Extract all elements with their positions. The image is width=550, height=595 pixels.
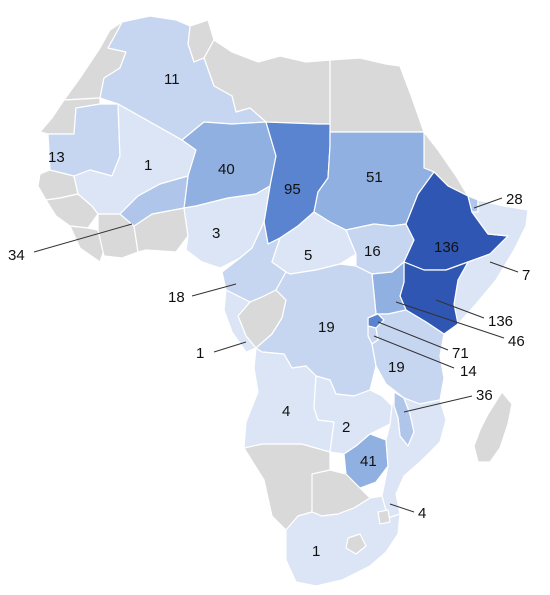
label-burundi: 14 — [460, 363, 477, 380]
label-algeria: 11 — [164, 71, 180, 88]
leader-mozambique — [389, 503, 415, 513]
label-tanzania: 19 — [388, 359, 405, 376]
label-nigeria: 3 — [212, 225, 220, 242]
leader-burundi — [373, 335, 455, 369]
leader-somalia — [489, 261, 519, 273]
label-somalia: 7 — [522, 267, 530, 284]
country-gabon[interactable] — [223, 289, 257, 353]
leader-uganda — [395, 301, 505, 339]
label-mauritania: 13 — [48, 149, 65, 166]
leader-gabon — [213, 341, 247, 353]
label-south-sudan: 16 — [364, 243, 381, 260]
label-drc: 19 — [318, 319, 335, 336]
country-lesotho — [345, 533, 367, 555]
label-kenya: 136 — [488, 313, 513, 330]
label-malawi: 36 — [476, 387, 493, 404]
country-madagascar — [473, 391, 513, 463]
value-labels: 11 13 1 40 95 51 34 3 18 5 16 136 28 7 1… — [8, 71, 530, 560]
country-burkina-faso[interactable] — [119, 175, 189, 227]
label-rwanda: 71 — [452, 345, 469, 362]
label-gabon: 1 — [196, 345, 204, 362]
leader-lines — [33, 197, 519, 513]
country-eswatini — [377, 509, 391, 525]
leader-burkina-faso — [33, 223, 133, 253]
leader-rwanda — [377, 321, 449, 351]
leader-kenya — [435, 299, 485, 319]
label-burkina-faso: 34 — [8, 247, 25, 264]
label-mali: 1 — [144, 157, 152, 174]
leader-cameroon — [191, 283, 237, 297]
label-zimbabwe: 41 — [360, 453, 377, 470]
country-mozambique[interactable] — [381, 391, 447, 519]
data-countries — [47, 15, 529, 587]
label-ethiopia: 136 — [434, 239, 459, 256]
country-south-africa[interactable] — [285, 495, 401, 587]
label-cameroon: 18 — [168, 289, 185, 306]
label-zambia: 2 — [342, 419, 350, 436]
label-sudan: 51 — [366, 169, 383, 186]
label-angola: 4 — [282, 403, 290, 420]
label-uganda: 46 — [508, 333, 525, 350]
label-south-africa: 1 — [312, 543, 320, 560]
country-zambia[interactable] — [313, 375, 393, 455]
country-car[interactable] — [271, 211, 357, 275]
leader-malawi — [403, 395, 473, 413]
label-mozambique: 4 — [418, 505, 426, 522]
leader-djibouti — [473, 197, 503, 209]
label-chad: 95 — [284, 181, 301, 198]
label-djibouti: 28 — [506, 191, 523, 208]
country-egypt — [329, 57, 425, 133]
label-niger: 40 — [218, 161, 235, 178]
label-car: 5 — [304, 247, 312, 264]
